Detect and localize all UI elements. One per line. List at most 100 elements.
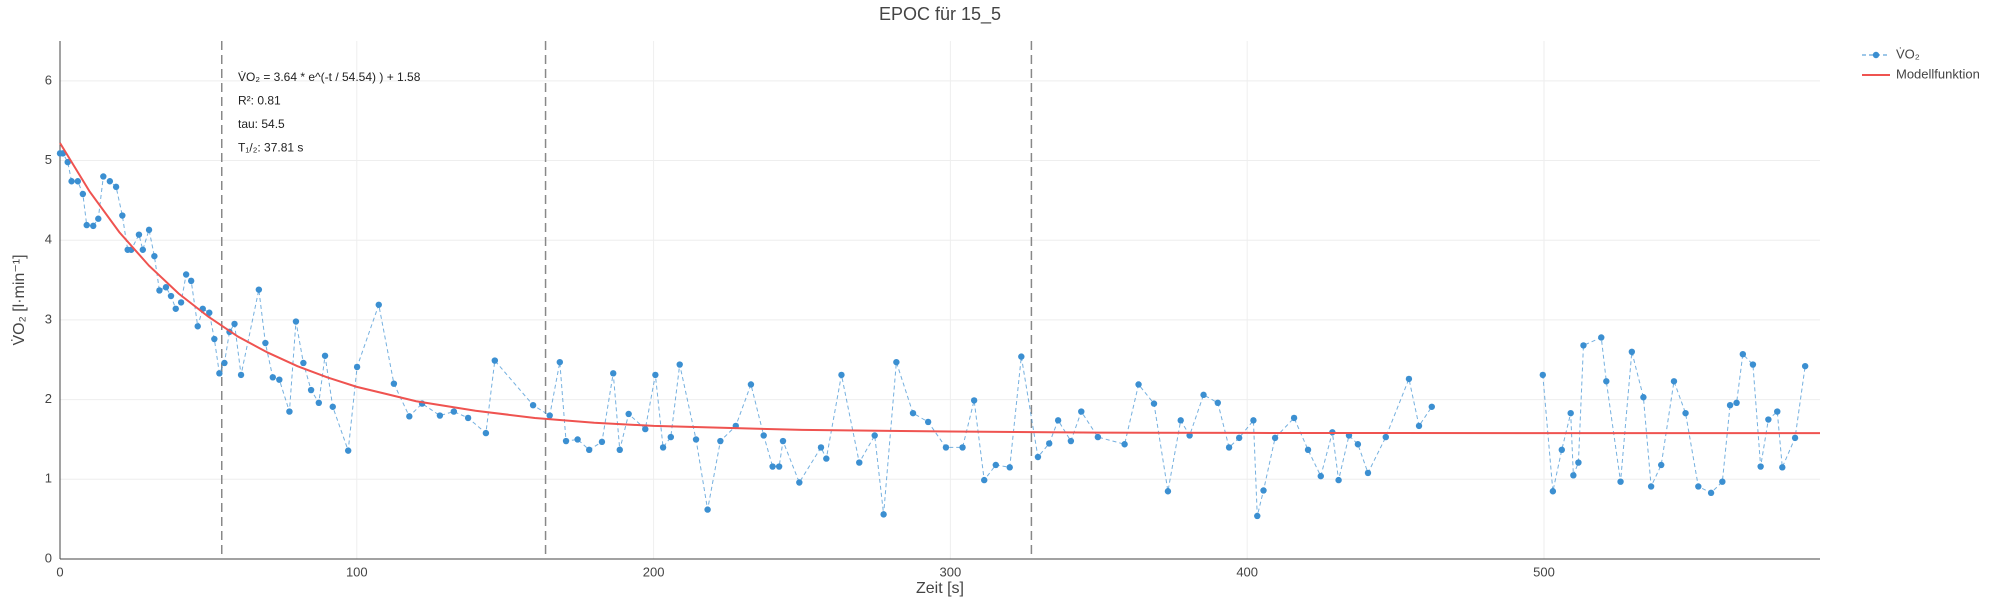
data-point: [585, 446, 593, 454]
data-point: [1779, 464, 1786, 471]
data-point: [1271, 434, 1279, 442]
data-point: [1567, 409, 1574, 417]
data-point: [574, 436, 581, 443]
data-point: [1765, 416, 1772, 423]
data-point: [221, 359, 228, 367]
data-point: [1570, 472, 1577, 479]
data-point: [216, 370, 223, 377]
y-tick-label: 1: [45, 471, 52, 486]
data-point: [177, 299, 185, 306]
data-point: [1225, 444, 1233, 451]
data-point: [353, 363, 361, 371]
data-point: [747, 381, 755, 388]
data-point: [717, 437, 724, 445]
data-point: [1428, 403, 1435, 410]
data-point: [1739, 350, 1747, 358]
data-point: [909, 409, 917, 417]
data-point: [1177, 417, 1184, 424]
data-point: [1354, 441, 1362, 448]
data-point: [1749, 361, 1757, 368]
data-point: [610, 370, 617, 377]
data-point: [1067, 437, 1075, 445]
data-point: [1214, 399, 1222, 407]
data-point: [390, 380, 398, 387]
data-point: [482, 429, 490, 437]
y-tick-label: 2: [45, 391, 52, 406]
data-point: [211, 335, 218, 343]
data-point: [1707, 489, 1715, 497]
data-point: [838, 371, 845, 379]
data-point: [1046, 440, 1053, 447]
data-point: [775, 463, 783, 470]
data-point: [276, 376, 283, 383]
y-tick-label: 0: [45, 550, 52, 565]
data-point: [1304, 446, 1312, 454]
data-point: [1006, 464, 1013, 471]
data-point: [856, 459, 863, 466]
data-point: [692, 436, 700, 443]
data-point: [529, 401, 537, 409]
y-tick-label: 5: [45, 152, 52, 167]
data-point: [237, 371, 245, 379]
x-tick-label: 200: [643, 564, 665, 579]
data-point: [676, 361, 683, 368]
data-point: [231, 320, 238, 328]
model-line: [59, 142, 1820, 435]
data-point: [562, 437, 570, 445]
data-point: [760, 432, 767, 439]
data-point: [100, 173, 107, 180]
data-line: [60, 152, 1806, 517]
data-point: [659, 444, 667, 451]
legend-marker: [1872, 51, 1880, 59]
data-point: [375, 301, 382, 308]
data-point: [625, 410, 632, 418]
data-point: [652, 371, 659, 379]
data-point: [1658, 461, 1665, 469]
data-point: [1647, 483, 1655, 490]
data-point: [172, 305, 179, 312]
data-point: [262, 339, 269, 347]
data-point: [1617, 478, 1624, 485]
data-point: [79, 190, 87, 198]
data-point: [139, 246, 147, 253]
data-point: [436, 412, 444, 419]
data-point: [167, 292, 175, 300]
data-point: [1580, 342, 1587, 349]
data-point: [300, 359, 307, 367]
data-point: [68, 178, 75, 185]
data-point: [1757, 463, 1764, 470]
data-point: [1575, 459, 1582, 466]
data-point: [106, 178, 114, 185]
data-point: [1164, 488, 1172, 495]
data-point: [1603, 378, 1610, 385]
data-point: [1254, 512, 1261, 520]
data-point: [74, 178, 82, 185]
x-tick-label: 500: [1533, 564, 1555, 579]
data-point: [112, 183, 120, 191]
data-point: [315, 399, 323, 407]
data-point: [1382, 433, 1389, 441]
annotation: R²: 0.81: [238, 94, 281, 108]
data-point: [556, 358, 564, 366]
annotation: tau: 54.5: [238, 117, 285, 131]
annotation: V̇O₂ = 3.64 * e^(-t / 54.54) ) + 1.58: [238, 70, 421, 84]
data-point: [1078, 408, 1085, 415]
data-point: [1415, 422, 1423, 430]
data-point: [823, 455, 830, 462]
data-point: [1235, 434, 1243, 442]
data-point: [90, 222, 97, 230]
data-point: [1695, 483, 1702, 490]
data-point: [796, 479, 803, 486]
data-point: [1628, 348, 1636, 355]
x-tick-label: 100: [346, 564, 368, 579]
data-point: [187, 277, 195, 285]
data-point: [1250, 417, 1257, 424]
data-point: [135, 231, 143, 238]
data-point: [1640, 394, 1647, 401]
data-point: [1791, 434, 1799, 442]
y-tick-label: 4: [45, 232, 52, 247]
x-axis-title: Zeit [s]: [916, 580, 964, 597]
data-point: [344, 447, 352, 454]
data-point: [464, 414, 472, 422]
